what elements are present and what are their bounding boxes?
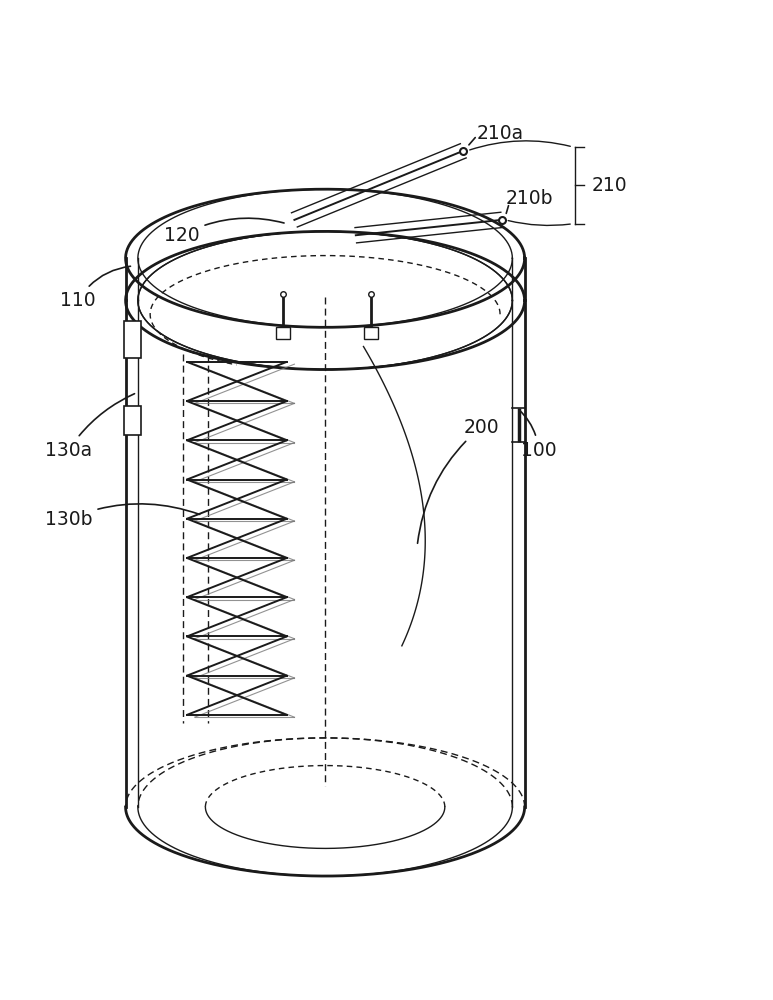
Text: 210: 210 bbox=[591, 176, 627, 195]
Text: 210a: 210a bbox=[477, 124, 524, 143]
Bar bbox=[276, 327, 290, 339]
Bar bbox=[364, 327, 378, 339]
Text: 200: 200 bbox=[417, 418, 499, 543]
FancyBboxPatch shape bbox=[124, 321, 141, 358]
Text: 110: 110 bbox=[60, 266, 131, 310]
Text: 120: 120 bbox=[164, 218, 284, 245]
Text: 210b: 210b bbox=[506, 189, 553, 208]
Text: 130a: 130a bbox=[45, 394, 135, 460]
Text: 130b: 130b bbox=[45, 504, 199, 529]
Text: 100: 100 bbox=[519, 410, 557, 460]
FancyBboxPatch shape bbox=[124, 406, 141, 435]
